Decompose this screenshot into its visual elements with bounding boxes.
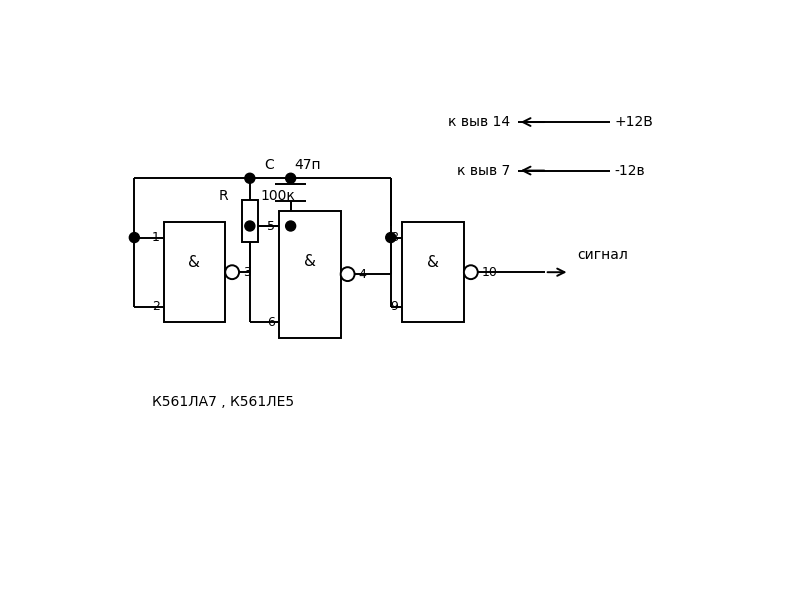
- Circle shape: [464, 265, 478, 279]
- Bar: [279, 211, 341, 338]
- Circle shape: [226, 265, 239, 279]
- Text: 9: 9: [390, 301, 398, 313]
- Text: к выв 7: к выв 7: [457, 164, 510, 178]
- Circle shape: [245, 221, 255, 231]
- Text: 47п: 47п: [294, 158, 321, 172]
- Circle shape: [286, 173, 296, 183]
- Bar: [242, 200, 258, 242]
- Text: 5: 5: [267, 220, 275, 233]
- Text: C: C: [264, 158, 274, 172]
- Text: 10: 10: [482, 266, 498, 278]
- Text: 4: 4: [358, 268, 366, 281]
- Text: &: &: [427, 254, 439, 269]
- Text: К561ЛА7 , К561ЛЕ5: К561ЛА7 , К561ЛЕ5: [152, 395, 294, 409]
- Bar: [163, 222, 226, 322]
- Bar: [402, 222, 464, 322]
- Text: 100к: 100к: [261, 189, 295, 203]
- Text: &: &: [189, 254, 201, 269]
- Text: 6: 6: [267, 316, 275, 329]
- Text: -12в: -12в: [615, 164, 646, 178]
- Text: к выв 14: к выв 14: [448, 115, 510, 129]
- Circle shape: [130, 233, 139, 242]
- Text: 8: 8: [390, 231, 398, 244]
- Text: 1: 1: [152, 231, 160, 244]
- Text: &: &: [304, 254, 316, 269]
- Circle shape: [286, 221, 296, 231]
- Text: 3: 3: [243, 266, 250, 278]
- Text: R: R: [218, 189, 228, 203]
- Text: +12В: +12В: [615, 115, 654, 129]
- Circle shape: [386, 233, 396, 242]
- Circle shape: [341, 267, 354, 281]
- Text: 2: 2: [152, 301, 160, 313]
- Text: сигнал: сигнал: [577, 248, 628, 262]
- Circle shape: [245, 173, 255, 183]
